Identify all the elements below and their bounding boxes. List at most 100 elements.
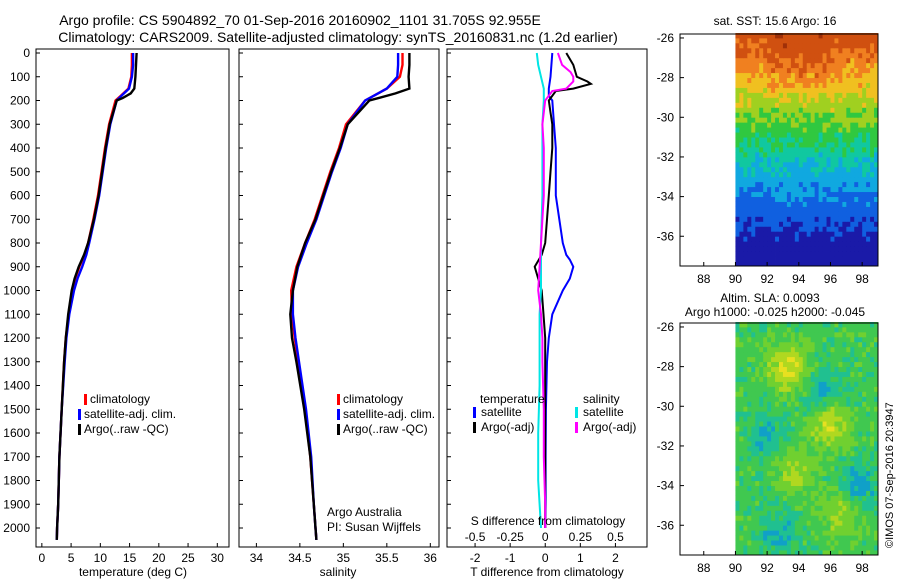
sla-cell [743, 450, 748, 457]
sst-cell [806, 102, 812, 108]
sst-cell [747, 161, 752, 168]
sst-cell [826, 211, 831, 217]
sst-cell [798, 62, 804, 69]
sst-cell [763, 171, 768, 178]
sla-cell [802, 411, 808, 417]
sst-cell [842, 47, 847, 54]
sst-cell [771, 196, 776, 202]
sla-cell [790, 525, 796, 531]
sla-cell [806, 485, 812, 491]
sla-cell [735, 440, 740, 447]
sst-cell [739, 132, 744, 138]
sst-cell [874, 132, 879, 138]
sla-cell [743, 470, 748, 477]
sla-cell [786, 396, 792, 402]
x-tick-label: 34 [250, 551, 264, 565]
sla-cell [782, 406, 788, 412]
sst-cell [779, 196, 784, 202]
sst-cell [862, 142, 867, 148]
sst-cell [759, 191, 764, 197]
sst-cell [790, 256, 796, 262]
sla-cell [858, 475, 863, 482]
sla-cell [802, 436, 808, 442]
sst-cell [739, 181, 744, 188]
sst-cell [739, 191, 744, 197]
sla-cell [775, 341, 780, 348]
sla-cell [814, 535, 819, 541]
sst-cell [739, 201, 744, 207]
sst-cell [870, 127, 875, 133]
sst-cell [806, 92, 812, 98]
sst-cell [866, 166, 871, 173]
sst-cell [755, 236, 760, 242]
sst-cell [755, 211, 760, 217]
sla-cell [779, 401, 784, 407]
sst-cell [814, 62, 819, 69]
sst-cell [751, 147, 756, 153]
sst-cell [751, 191, 756, 197]
sst-cell [858, 127, 863, 133]
sla-cell [814, 341, 819, 348]
sla-cell [874, 450, 879, 457]
sst-cell [866, 226, 871, 232]
sla-cell [779, 490, 784, 496]
sla-cell [759, 465, 764, 472]
sla-cell [790, 475, 796, 482]
sst-cell [767, 87, 772, 93]
sst-cell [818, 161, 823, 168]
sla-cell [846, 341, 851, 348]
sst-cell [826, 231, 831, 237]
sla-cell [834, 322, 839, 328]
sla-cell [818, 475, 823, 482]
sst-cell [850, 226, 855, 232]
sst-cell [790, 166, 796, 173]
sst-cell [790, 191, 796, 197]
sst-cell [739, 33, 744, 39]
sla-cell [814, 485, 819, 491]
sla-cell [810, 411, 816, 417]
sst-cell [779, 102, 784, 108]
sla-cell [739, 396, 744, 402]
sla-cell [771, 475, 776, 482]
sla-cell [735, 341, 740, 348]
sla-cell [767, 500, 772, 506]
sla-cell [786, 351, 792, 358]
sla-cell [830, 361, 835, 368]
sst-cell [826, 132, 831, 138]
sla-cell [755, 351, 760, 358]
depth-tick-label: 1500 [3, 402, 30, 416]
sst-cell [798, 72, 804, 79]
sla-cell [794, 485, 800, 491]
sst-cell [771, 37, 776, 44]
sst-cell [767, 117, 772, 123]
sla-cell [786, 525, 792, 531]
sla-cell [767, 545, 772, 551]
sla-cell [779, 396, 784, 402]
sst-cell [794, 82, 800, 88]
sla-cell [739, 346, 744, 353]
sla-cell [802, 515, 808, 521]
sla-cell [858, 450, 863, 457]
sst-cell [755, 122, 760, 128]
sla-cell [866, 356, 871, 363]
sst-cell [850, 52, 855, 59]
sst-cell [810, 241, 816, 247]
sla-cell [842, 326, 847, 333]
sst-cell [850, 37, 855, 44]
sla-cell [806, 450, 812, 457]
sla-cell [814, 386, 819, 392]
sst-cell [874, 33, 879, 39]
sst-cell [858, 166, 863, 173]
sst-cell [846, 57, 851, 64]
sst-cell [802, 231, 808, 237]
sst-cell [763, 176, 768, 183]
sst-cell [834, 256, 839, 262]
sla-cell [838, 366, 843, 372]
sst-cell [735, 33, 740, 39]
sst-cell [798, 236, 804, 242]
sst-cell [870, 102, 875, 108]
sla-cell [802, 450, 808, 457]
sla-cell [822, 550, 827, 556]
sst-cell [802, 102, 808, 108]
sst-cell [866, 122, 871, 128]
